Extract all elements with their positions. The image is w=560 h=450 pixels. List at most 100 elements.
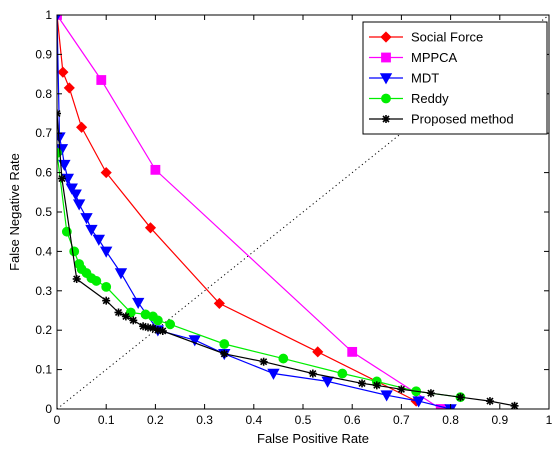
data-point-proposed-method <box>57 174 66 183</box>
data-point-mdt <box>267 368 280 380</box>
star-stroke-d2 <box>382 115 390 123</box>
data-point-reddy <box>91 276 102 286</box>
data-point-social-force <box>213 297 225 309</box>
y-axis-label: False Negative Rate <box>7 153 22 271</box>
star-stroke-d2 <box>486 397 494 405</box>
data-point-social-force <box>63 82 75 94</box>
data-point-proposed-method <box>114 308 123 317</box>
data-point-mdt <box>92 234 105 246</box>
data-point-mdt <box>114 268 128 280</box>
data-point-proposed-method <box>220 349 229 358</box>
star-stroke-d2 <box>220 350 228 358</box>
star-stroke-d2 <box>260 358 268 366</box>
data-point-proposed-method <box>72 274 81 283</box>
legend-swatch-marker <box>381 52 391 63</box>
data-point-social-force <box>57 66 69 78</box>
data-point-reddy <box>278 353 289 364</box>
x-tick-label: 0.5 <box>295 413 312 427</box>
star-stroke-d2 <box>456 393 465 401</box>
legend-swatch-marker <box>382 115 390 123</box>
legend-swatch-marker <box>381 93 391 104</box>
star-stroke-d2 <box>57 109 61 115</box>
data-point-mdt <box>380 390 393 402</box>
data-point-social-force <box>100 167 112 179</box>
data-point-mdt <box>58 159 71 172</box>
star-stroke-d2 <box>510 402 519 409</box>
data-point-reddy <box>337 368 348 379</box>
star-stroke-d2 <box>139 322 147 330</box>
data-point-mdt <box>100 246 113 258</box>
data-point-mdt <box>188 335 201 347</box>
data-point-reddy <box>101 281 112 292</box>
data-point-proposed-method <box>121 312 130 321</box>
data-point-mdt <box>72 199 86 211</box>
data-point-mdt <box>85 224 98 237</box>
y-tick-label: 0.7 <box>35 126 52 140</box>
star-stroke-d2 <box>149 324 157 332</box>
y-tick-label: 0 <box>45 402 52 416</box>
data-point-proposed-method <box>308 369 317 378</box>
star-stroke-d2 <box>73 275 81 283</box>
data-point-social-force <box>76 121 88 133</box>
x-tick-label: 0.9 <box>491 413 508 427</box>
x-tick-label: 0.7 <box>393 413 410 427</box>
legend-swatch-marker <box>380 31 392 43</box>
data-point-mppca <box>347 346 358 357</box>
x-axis-label: False Positive Rate <box>257 431 369 446</box>
legend-label: Proposed method <box>411 112 514 127</box>
data-point-mdt <box>69 189 82 201</box>
data-point-proposed-method <box>57 109 61 118</box>
legend-item-reddy: Reddy <box>369 91 449 106</box>
y-tick-label: 0.1 <box>35 363 52 377</box>
series-line-social-force <box>57 15 417 402</box>
data-point-mdt <box>65 183 78 195</box>
data-point-social-force <box>312 346 324 358</box>
y-tick-label: 0.6 <box>35 166 52 180</box>
legend-label: MPPCA <box>411 50 458 65</box>
x-tick-label: 0.8 <box>442 413 459 427</box>
star-stroke-d2 <box>122 312 130 320</box>
star-stroke-d2 <box>159 327 167 335</box>
x-tick-label: 0.4 <box>245 413 262 427</box>
axes: 0 0.1 0.2 0.3 0.4 0.5 0.6 0.7 0.8 0.9 1 0 0.1 0.2 0.3 0… <box>35 8 552 427</box>
data-point-proposed-method <box>129 316 138 325</box>
y-tick-label: 0.8 <box>35 87 52 101</box>
legend-label: Social Force <box>411 30 483 45</box>
star-stroke-d2 <box>309 369 317 378</box>
legend-item-mdt: MDT <box>369 71 439 86</box>
legend-label: Reddy <box>411 91 449 106</box>
data-point-mdt <box>132 297 145 309</box>
data-point-mdt <box>412 396 425 408</box>
star-stroke-d2 <box>102 297 110 305</box>
legend: Social Force MPPCA MDT Reddy Proposed method <box>362 21 548 135</box>
x-tick-label: 1 <box>546 413 553 427</box>
y-tick-label: 0.2 <box>35 323 52 337</box>
x-tick-label: 0.3 <box>196 413 213 427</box>
data-point-social-force <box>144 222 157 234</box>
data-point-proposed-method <box>456 393 465 402</box>
legend-item-mppca: MPPCA <box>369 50 458 65</box>
legend-item-proposed-method: Proposed method <box>369 112 514 127</box>
data-point-mppca <box>96 75 107 85</box>
data-point-reddy <box>219 339 230 349</box>
data-point-proposed-method <box>102 296 111 305</box>
star-stroke-d1 <box>57 112 61 118</box>
data-point-mdt <box>80 213 93 225</box>
series-proposed-method <box>57 109 519 409</box>
data-point-proposed-method <box>397 385 406 394</box>
x-tick-label: 0.1 <box>98 413 115 427</box>
data-point-proposed-method <box>158 326 167 335</box>
series-reddy <box>57 148 466 403</box>
legend-swatch-marker <box>379 73 393 85</box>
star-stroke-d2 <box>358 379 366 387</box>
legend-label: MDT <box>411 71 439 86</box>
data-point-proposed-method <box>358 379 367 388</box>
y-tick-label: 0.4 <box>35 244 52 258</box>
star-stroke-d2 <box>58 174 66 183</box>
data-point-reddy <box>165 319 176 330</box>
plot-area <box>57 15 549 409</box>
y-tick-label: 0.5 <box>35 205 52 219</box>
star-stroke-d2 <box>373 381 381 389</box>
x-tick-label: 0.6 <box>344 413 361 427</box>
